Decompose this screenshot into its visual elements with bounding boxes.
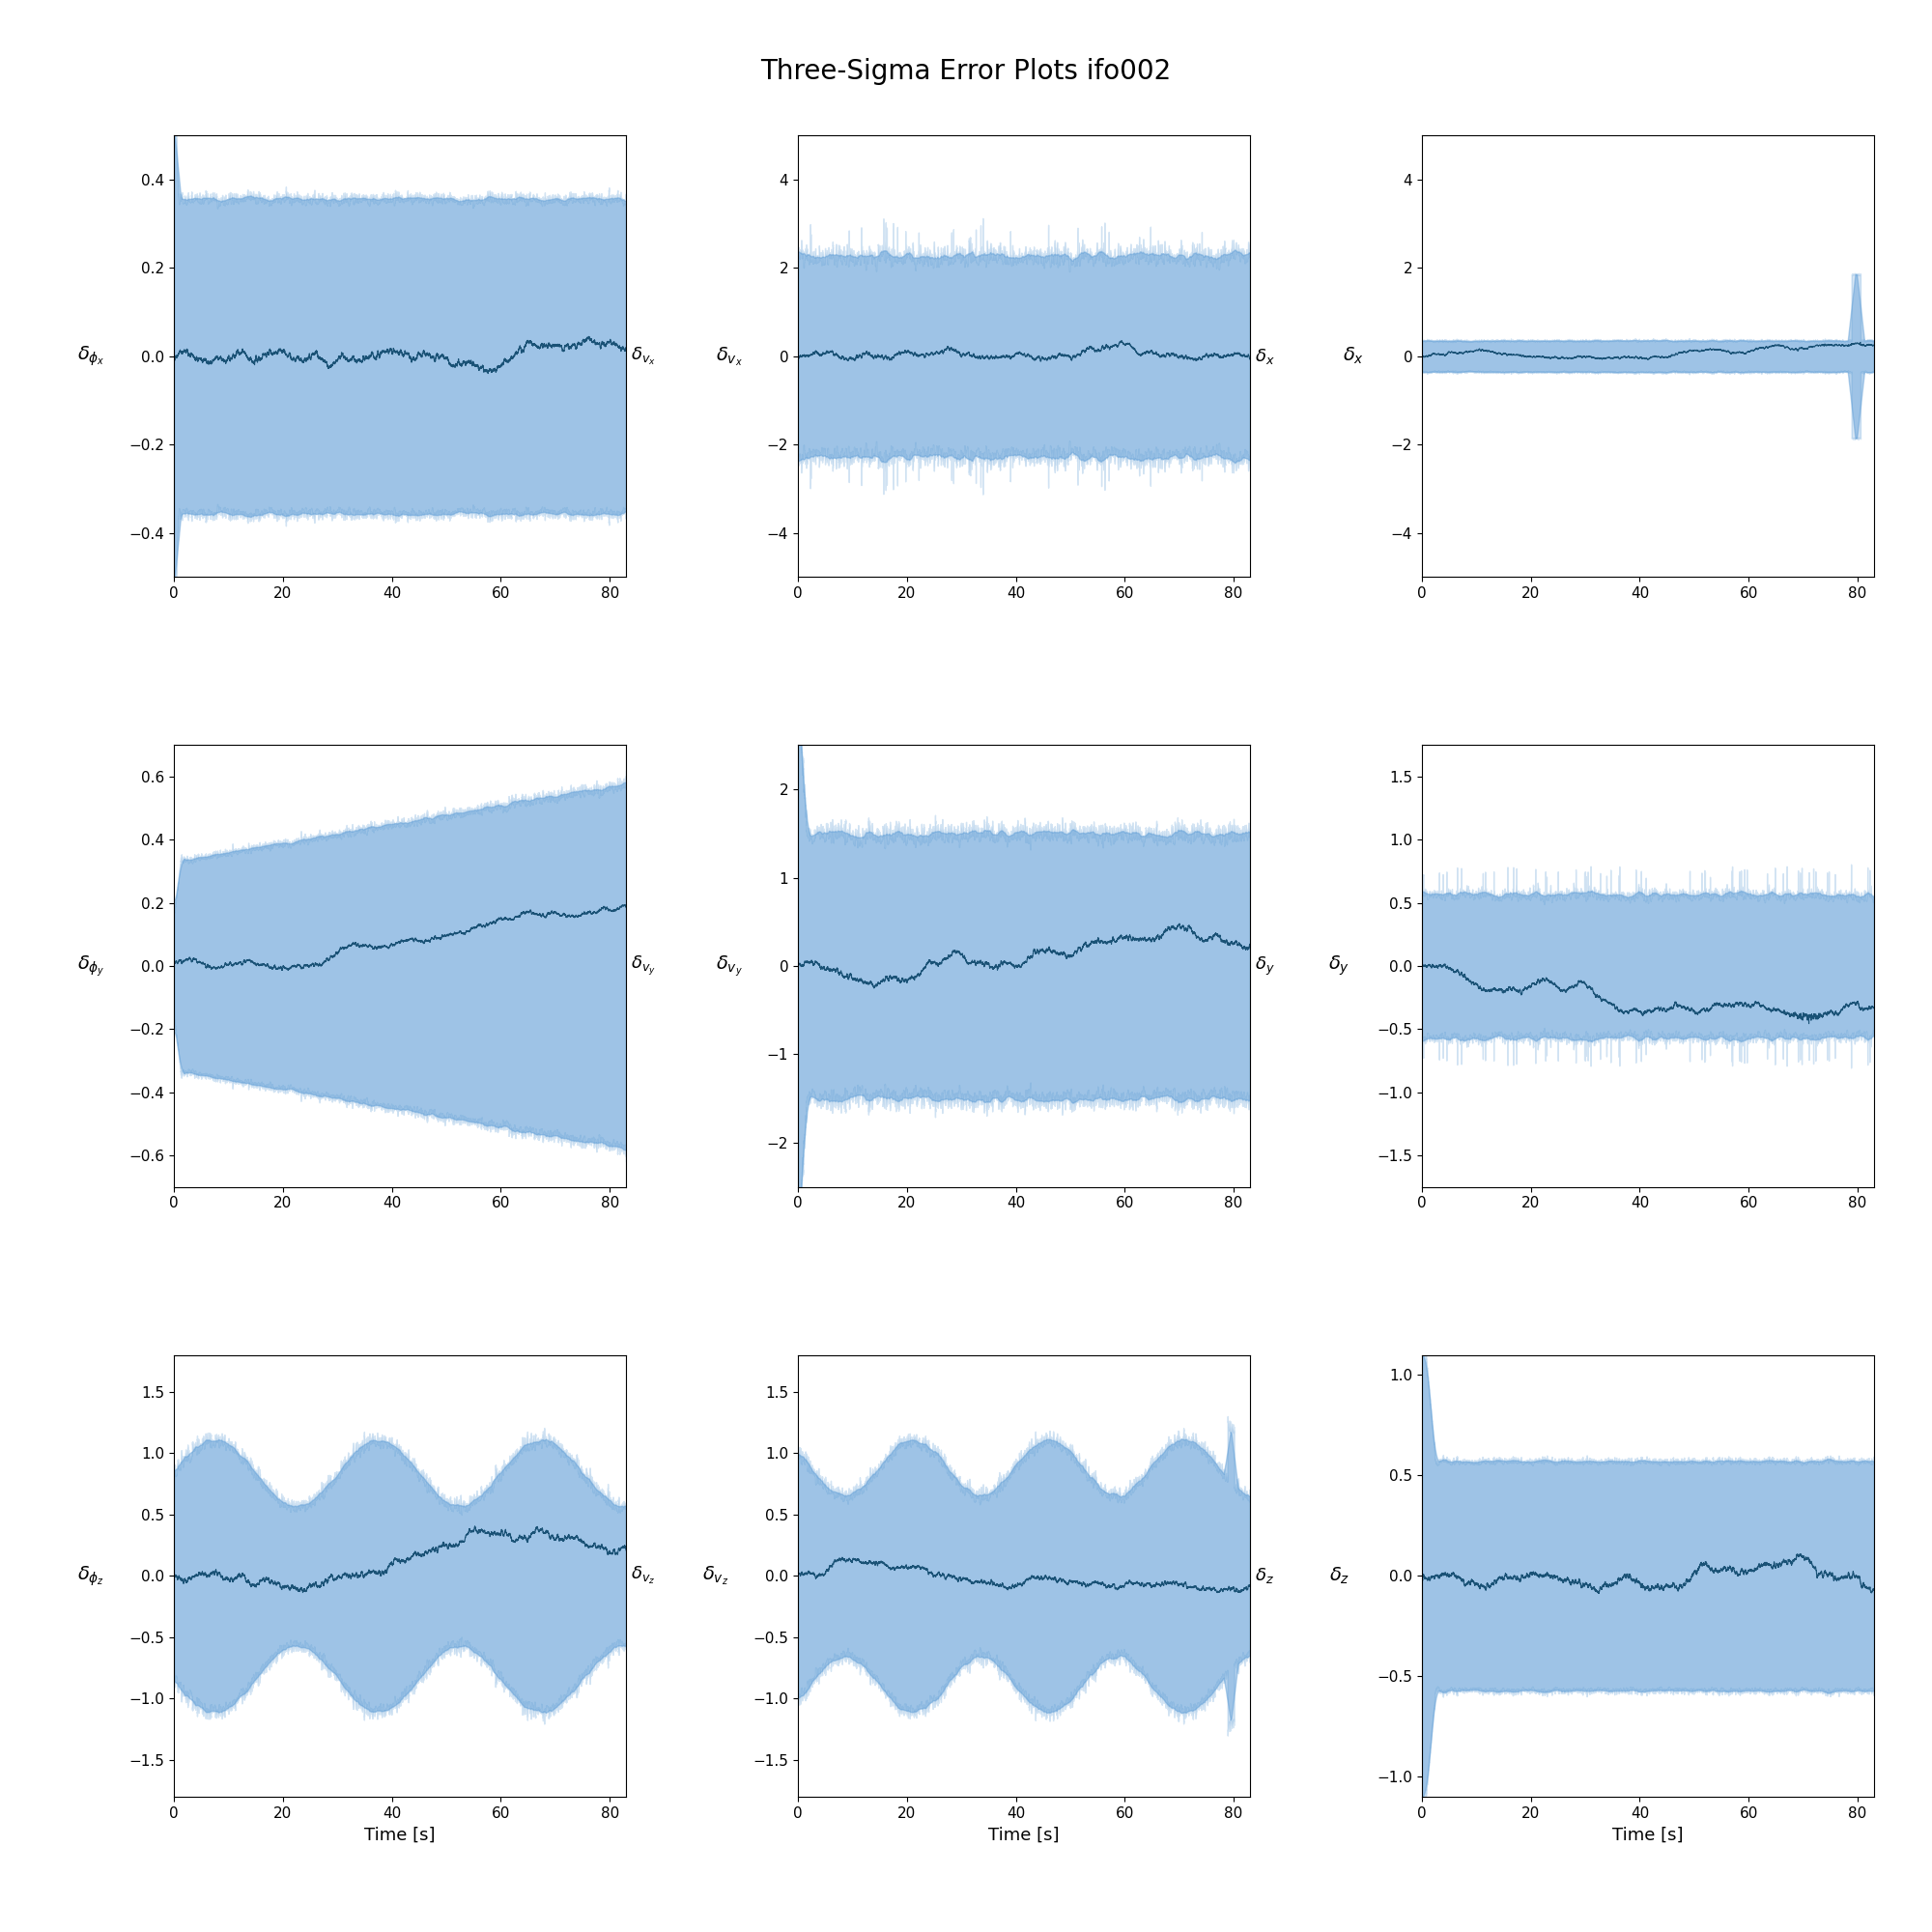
Y-axis label: $\delta_{\phi_y}$: $\delta_{\phi_y}$ (77, 954, 104, 978)
Y-axis label: $\delta_z$: $\delta_z$ (1329, 1565, 1350, 1586)
X-axis label: Time [s]: Time [s] (365, 1826, 435, 1843)
Text: $\delta_{v_y}$: $\delta_{v_y}$ (630, 954, 655, 978)
X-axis label: Time [s]: Time [s] (1613, 1826, 1683, 1843)
Text: Three-Sigma Error Plots ifo002: Three-Sigma Error Plots ifo002 (761, 58, 1171, 85)
Y-axis label: $\delta_{\phi_z}$: $\delta_{\phi_z}$ (77, 1565, 104, 1588)
Y-axis label: $\delta_{v_y}$: $\delta_{v_y}$ (717, 954, 742, 978)
Y-axis label: $\delta_x$: $\delta_x$ (1343, 346, 1364, 367)
Y-axis label: $\delta_{\phi_x}$: $\delta_{\phi_x}$ (77, 344, 104, 367)
Y-axis label: $\delta_{v_x}$: $\delta_{v_x}$ (717, 344, 742, 367)
X-axis label: Time [s]: Time [s] (989, 1826, 1059, 1843)
Text: $\delta_z$: $\delta_z$ (1254, 1567, 1273, 1586)
Y-axis label: $\delta_y$: $\delta_y$ (1329, 954, 1350, 978)
Text: $\delta_{v_x}$: $\delta_{v_x}$ (630, 346, 655, 367)
Y-axis label: $\delta_{v_z}$: $\delta_{v_z}$ (701, 1565, 728, 1588)
Text: $\delta_x$: $\delta_x$ (1254, 346, 1275, 365)
Text: $\delta_y$: $\delta_y$ (1254, 954, 1275, 978)
Text: $\delta_{v_z}$: $\delta_{v_z}$ (630, 1565, 655, 1586)
